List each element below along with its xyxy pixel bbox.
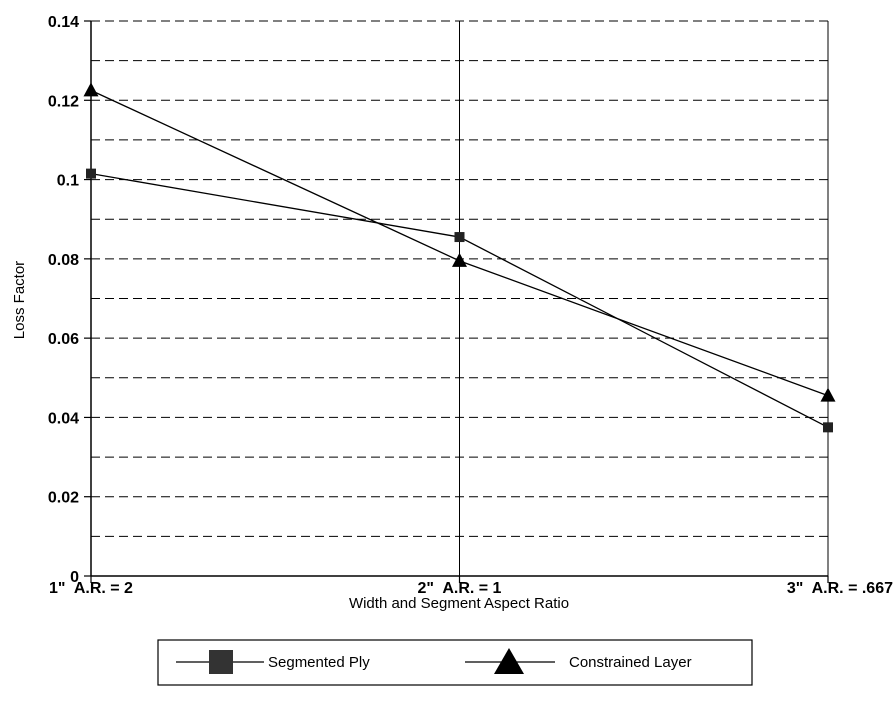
grid-layer — [91, 20, 829, 576]
data-point-constrained-layer — [83, 82, 99, 97]
x-tick-label: 2" A.R. = 1 — [418, 580, 502, 597]
legend-square-marker-icon — [209, 650, 233, 674]
data-point-constrained-layer — [452, 252, 467, 267]
x-tick-label: 3" A.R. = .667 — [787, 580, 893, 597]
y-tick-label: 0.04 — [48, 410, 79, 427]
legend: Segmented Ply Constrained Layer — [157, 639, 753, 686]
y-tick-label: 0.06 — [48, 331, 79, 348]
y-tick-label: 0.1 — [57, 173, 79, 190]
data-point-segmented-ply — [454, 232, 465, 243]
data-point-segmented-ply — [86, 168, 96, 179]
axes-layer — [84, 20, 829, 583]
legend-label-constrained-layer: Constrained Layer — [569, 654, 692, 671]
y-tick-label: 0.12 — [48, 93, 79, 110]
data-point-segmented-ply — [823, 422, 833, 433]
y-tick-label: 0.08 — [48, 252, 79, 269]
y-tick-label: 0.14 — [48, 14, 79, 31]
series-layer — [83, 82, 836, 433]
y-axis-label: Loss Factor — [11, 261, 28, 339]
y-tick-label: 0.02 — [48, 490, 79, 507]
data-point-constrained-layer — [820, 387, 836, 402]
x-axis-label: Width and Segment Aspect Ratio — [349, 595, 569, 612]
legend-triangle-marker-icon — [494, 648, 524, 674]
x-tick-label: 1" A.R. = 2 — [49, 580, 133, 597]
legend-label-segmented-ply: Segmented Ply — [268, 654, 370, 671]
labels-layer: Loss Factor Width and Segment Aspect Rat… — [11, 14, 893, 612]
y-tick-label: 0 — [70, 569, 79, 586]
